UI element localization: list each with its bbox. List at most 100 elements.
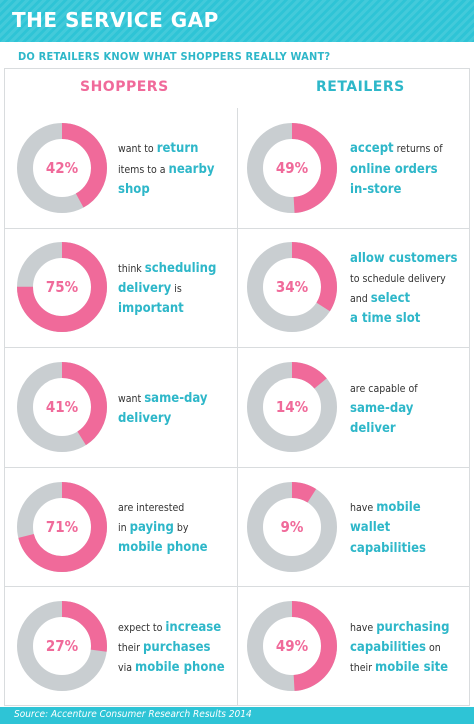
highlight-text: delivery <box>118 281 172 297</box>
highlight-text: deliver <box>350 420 396 436</box>
shoppers-4-description-line: in paying by <box>118 516 236 536</box>
retailers-1-description: accept returns of online orders in-store <box>350 137 468 198</box>
row-divider <box>4 586 470 588</box>
retailers-1-description-line: online orders <box>350 158 468 178</box>
retailers-2-description-line: to schedule delivery <box>350 267 468 287</box>
retailers-4-description-line: have mobile <box>350 496 468 516</box>
retailers-1-description-line: in-store <box>350 178 468 198</box>
page-subtitle: DO RETAILERS KNOW WHAT SHOPPERS REALLY W… <box>18 50 331 63</box>
retailers-4-donut-svg <box>247 481 337 572</box>
shoppers-2-value-arc <box>17 242 107 333</box>
retailers-5-donut: 49% <box>246 600 338 692</box>
shoppers-4-donut-svg <box>17 481 107 572</box>
highlight-text: mobile phone <box>135 660 225 676</box>
shoppers-4-value-arc <box>17 481 107 572</box>
retailers-3-description: are capable of same-day deliver <box>350 377 468 438</box>
highlight-text: allow customers <box>350 250 458 266</box>
retailers-5-description-line: have purchasing <box>350 616 468 636</box>
plain-text: on <box>425 641 441 654</box>
shoppers-4-description-line: are interested <box>118 496 236 516</box>
page-title: THE SERVICE GAP <box>12 8 219 32</box>
retailers-1-percent-label: 49% <box>275 158 309 177</box>
highlight-text: capabilities <box>350 540 426 556</box>
highlight-text: mobile site <box>375 660 449 676</box>
retailers-5-percent-label: 49% <box>275 637 309 656</box>
shoppers-1-donut-svg <box>17 122 107 213</box>
highlight-text: delivery <box>118 410 172 426</box>
shoppers-column-heading: SHOPPERS <box>80 79 169 95</box>
shoppers-2-description-line: important <box>118 297 236 317</box>
retailers-1-description-line: accept returns of <box>350 137 468 157</box>
retailers-4-donut: 9% <box>246 481 338 573</box>
shoppers-3-value-arc <box>17 362 107 452</box>
retailers-3-donut-svg <box>247 362 337 452</box>
shoppers-5-value-arc <box>17 601 107 692</box>
shoppers-4-description-line: mobile phone <box>118 536 236 556</box>
retailers-4-description-line: wallet <box>350 516 468 536</box>
highlight-text: return <box>156 141 199 157</box>
highlight-text: mobile <box>376 500 421 516</box>
highlight-text: important <box>118 301 184 317</box>
retailers-4-description: have mobile wallet capabilities <box>350 496 468 557</box>
shoppers-1-donut: 42% <box>16 122 108 214</box>
source-note: Source: Accenture Consumer Research Resu… <box>14 709 252 720</box>
retailers-3-value-arc <box>247 362 337 452</box>
retailers-2-percent-label: 34% <box>275 278 309 297</box>
retailers-3-description-line: same-day <box>350 397 468 417</box>
shoppers-1-value-arc <box>17 122 107 213</box>
retailers-2-donut-svg <box>247 242 337 333</box>
shoppers-5-description: expect to increase their purchases via mob… <box>118 616 236 677</box>
retailers-3-percent-label: 14% <box>275 398 309 416</box>
highlight-text: capabilities <box>350 639 426 655</box>
retailers-5-description: have purchasing capabilities on their mobi… <box>350 616 468 677</box>
retailers-5-description-line: their mobile site <box>350 656 468 676</box>
retailers-4-percent-label: 9% <box>280 517 304 536</box>
shoppers-1-description: want to return items to a nearby shop <box>118 137 236 198</box>
retailers-1-donut-svg <box>247 122 337 213</box>
highlight-text: same-day <box>350 400 414 416</box>
plain-text: and <box>350 293 371 306</box>
highlight-text: wallet <box>350 520 391 536</box>
shoppers-1-description-line: items to a nearby <box>118 158 236 178</box>
row-divider <box>4 466 470 468</box>
shoppers-2-description-line: think scheduling <box>118 257 236 277</box>
highlight-text: scheduling <box>144 260 217 276</box>
footer-banner: Source: Accenture Consumer Research Resu… <box>0 707 474 724</box>
retailers-3-description-line: are capable of <box>350 377 468 397</box>
shoppers-5-donut-svg <box>17 601 107 692</box>
shoppers-5-description-line: expect to increase <box>118 616 236 636</box>
shoppers-4-description: are interested in paying by mobile phone <box>118 496 236 557</box>
shoppers-5-percent-label: 27% <box>45 637 79 656</box>
retailers-1-value-arc <box>247 122 337 213</box>
shoppers-3-donut-svg <box>17 362 107 452</box>
highlight-text: in-store <box>350 181 402 197</box>
highlight-text: accept <box>350 141 394 157</box>
retailers-2-description: allow customers to schedule delivery and s… <box>350 247 468 328</box>
highlight-text: same-day <box>144 390 208 406</box>
plain-text: returns of <box>393 143 443 156</box>
shoppers-5-description-line: their purchases <box>118 636 236 656</box>
shoppers-4-donut: 71% <box>16 481 108 573</box>
shoppers-5-donut: 27% <box>16 600 108 692</box>
highlight-text: a time slot <box>350 311 421 327</box>
plain-text: are capable of <box>350 382 418 395</box>
retailers-column-heading: RETAILERS <box>316 79 405 95</box>
plain-text: to schedule delivery <box>350 273 446 286</box>
plain-text: think <box>118 262 145 275</box>
retailers-3-donut: 14% <box>246 361 338 453</box>
highlight-text: nearby <box>168 161 215 177</box>
plain-text: their <box>350 662 376 675</box>
plain-text: expect to <box>118 621 166 634</box>
plain-text: have <box>350 502 377 515</box>
shoppers-1-description-line: want to return <box>118 137 236 157</box>
plain-text: have <box>350 621 377 634</box>
highlight-text: purchases <box>143 639 211 655</box>
shoppers-2-description: think scheduling delivery is important <box>118 257 236 318</box>
shoppers-3-percent-label: 41% <box>45 398 79 416</box>
retailers-4-description-line: capabilities <box>350 537 468 557</box>
shoppers-2-description-line: delivery is <box>118 277 236 297</box>
shoppers-4-percent-label: 71% <box>45 517 79 536</box>
highlight-text: select <box>370 291 411 307</box>
row-divider <box>4 227 470 229</box>
row-divider <box>4 347 470 349</box>
